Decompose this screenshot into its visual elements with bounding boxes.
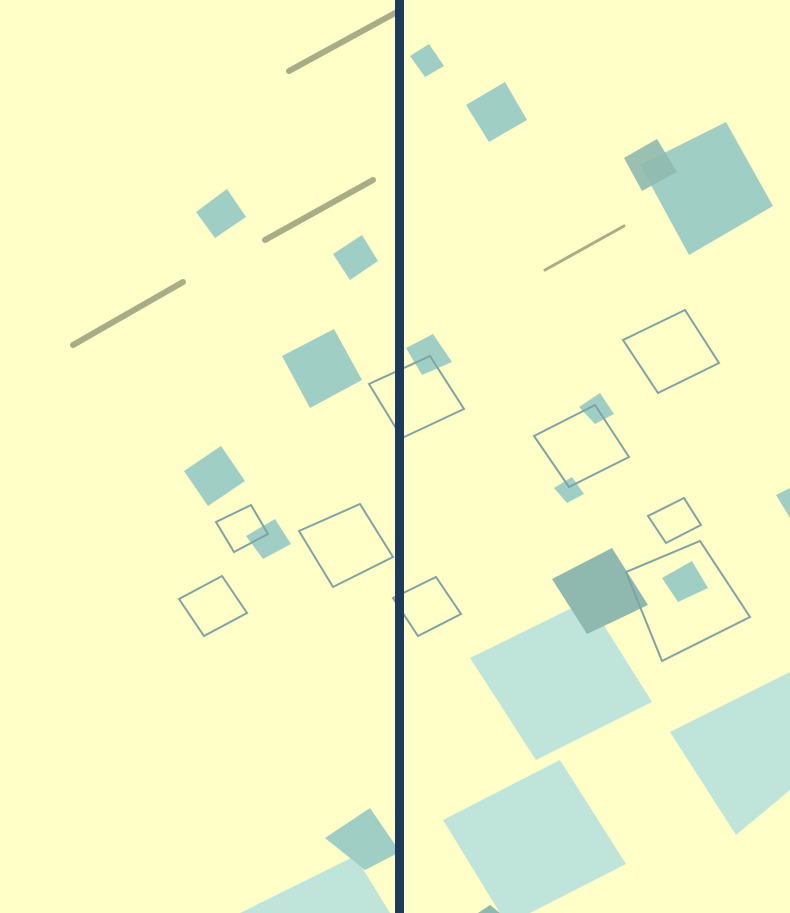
solid-square — [662, 561, 708, 602]
outline-square — [297, 502, 395, 589]
outline-square — [391, 575, 463, 638]
solid-square — [184, 446, 245, 506]
outline-square — [624, 539, 752, 663]
dark-square — [624, 139, 677, 191]
light-square — [470, 600, 652, 760]
solid-square — [246, 519, 291, 559]
solid-square — [640, 122, 773, 255]
dark-square — [552, 548, 648, 634]
solid-square — [776, 488, 790, 518]
outline-square — [177, 574, 249, 638]
solid-square — [410, 44, 444, 77]
light-square — [670, 672, 790, 835]
solid-square — [282, 329, 362, 408]
dark-square — [478, 905, 500, 913]
light-square — [240, 856, 390, 913]
outline-square — [532, 403, 631, 489]
stick — [286, 9, 400, 74]
stick — [262, 177, 376, 243]
solid-square — [325, 808, 400, 870]
solid-square — [466, 82, 527, 142]
outline-square — [367, 354, 466, 440]
outline-square — [214, 503, 270, 554]
solid-square — [196, 189, 246, 238]
light-square — [443, 760, 626, 913]
center-divider — [395, 0, 404, 913]
outline-square — [621, 308, 721, 395]
stick — [543, 224, 626, 272]
stick — [70, 279, 186, 348]
outline-square — [646, 496, 703, 545]
solid-square — [406, 334, 452, 375]
solid-square — [333, 235, 378, 280]
